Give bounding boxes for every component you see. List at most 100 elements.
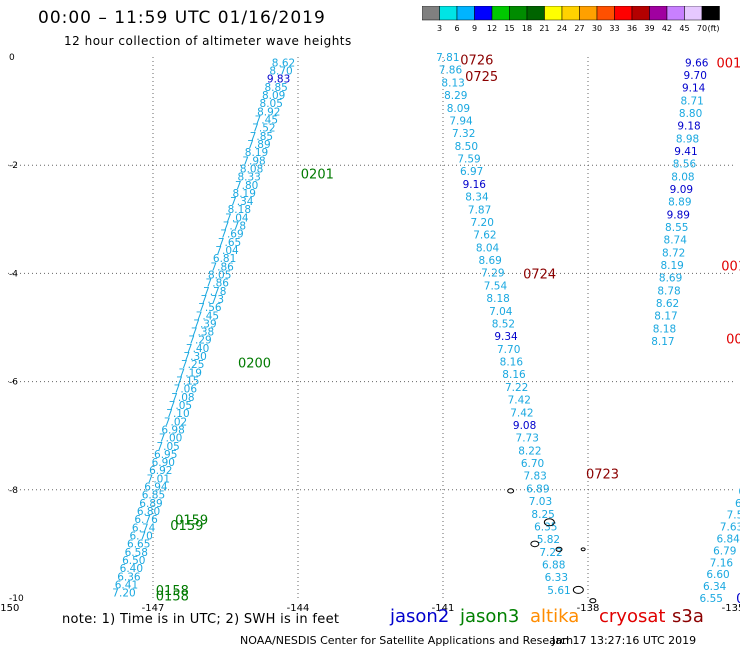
wave-height-label: 7.73 xyxy=(516,433,539,445)
color-scale-tick: 18 xyxy=(522,24,532,33)
wave-height-label: 8.04 xyxy=(476,242,500,254)
wave-height-label: 7.25 xyxy=(181,359,204,371)
page-subtitle: 12 hour collection of altimeter wave hei… xyxy=(64,34,352,48)
pass-cryosat: 7.817.868.138.298.097.947.328.507.596.97… xyxy=(436,52,619,597)
wave-height-label: 9.18 xyxy=(677,121,700,133)
wave-height-label: 7.05 xyxy=(156,441,179,453)
wave-height-label: 6.79 xyxy=(713,545,736,557)
wave-height-label: 8.09 xyxy=(262,90,285,102)
wave-height-label: 8.08 xyxy=(671,171,694,183)
wave-height-label: 5.61 xyxy=(547,585,570,597)
wave-height-label: 7.38 xyxy=(191,327,214,339)
wave-height-label: 7.87 xyxy=(468,204,491,216)
wave-height-label: 6.89 xyxy=(139,498,162,510)
lon-tick-label: -138 xyxy=(577,603,600,614)
wave-height-label: 9.41 xyxy=(674,146,697,158)
pass-time-label: 0158 xyxy=(156,589,189,604)
wave-height-label: 7.65 xyxy=(218,237,241,249)
island-outline xyxy=(572,585,584,594)
island-outline xyxy=(580,547,586,552)
wave-height-label: 7.16 xyxy=(710,557,734,569)
wave-height-label: 7.04 xyxy=(489,306,513,318)
wave-height-label: 8.25 xyxy=(531,509,554,521)
wave-height-label: 6.58 xyxy=(125,547,148,559)
color-scale-tick: 70 xyxy=(697,24,707,33)
wave-height-label: 7.04 xyxy=(215,245,239,257)
wave-height-label: 6.60 xyxy=(706,569,729,581)
wave-height-label: 8.16 xyxy=(500,357,524,369)
wave-height-label: 7.54 xyxy=(484,280,508,292)
lat-tick-label: -10 xyxy=(9,594,24,604)
wave-height-label: 7.29 xyxy=(188,335,211,347)
wave-height-label: 5.82 xyxy=(537,534,560,546)
pass-time-label: 0724 xyxy=(523,267,556,282)
footer-note: note: 1) Time is in UTC; 2) SWH is in fe… xyxy=(62,612,340,627)
color-scale-unit: (ft) xyxy=(707,24,719,33)
wave-height-label: 9.14 xyxy=(682,83,706,95)
wave-height-label: 8.17 xyxy=(654,311,677,323)
pass-time-label: 0723 xyxy=(586,468,619,483)
wave-height-label: 7.56 xyxy=(198,302,222,314)
wave-height-label: 7.20 xyxy=(471,217,494,229)
lon-tick-label: -144 xyxy=(287,603,310,614)
wave-height-label: 8.69 xyxy=(478,255,501,267)
pass-time-label: 0725 xyxy=(465,70,498,85)
lon-tick-label: -141 xyxy=(432,603,455,614)
wave-height-label: 7.40 xyxy=(186,343,209,355)
wave-height-label: 9.09 xyxy=(670,184,693,196)
wave-height-label: 7.42 xyxy=(510,407,533,419)
wave-height-label: 6.97 xyxy=(460,166,483,178)
wave-height-label: 8.55 xyxy=(665,222,688,234)
wave-height-label: 7.86 xyxy=(439,65,463,77)
wave-height-label: 8.80 xyxy=(679,108,702,120)
wave-height-label: 7.94 xyxy=(449,115,473,127)
wave-height-label: 6.89 xyxy=(526,483,549,495)
wave-height-label: 6.81 xyxy=(213,253,236,265)
wave-height-label: 7.32 xyxy=(452,128,475,140)
wave-height-label: 7.02 xyxy=(164,416,187,428)
wave-height-label: 8.69 xyxy=(659,273,682,285)
legend-s3a: s3a xyxy=(672,606,704,627)
wave-height-label: 7.42 xyxy=(508,395,531,407)
wave-height-label: 8.16 xyxy=(502,369,526,381)
wave-height-label: 8.62 xyxy=(656,298,679,310)
wave-height-label: 6.85 xyxy=(142,490,165,502)
wave-height-label: 7.04 xyxy=(225,212,249,224)
wave-height-label: 7.83 xyxy=(523,471,546,483)
wave-height-label: 7.01 xyxy=(147,473,170,485)
pass-time-label: 0201 xyxy=(301,167,334,182)
wave-height-label: 7.39 xyxy=(193,318,216,330)
wave-height-label: 8.78 xyxy=(657,285,680,297)
wave-height-label: 6.74 xyxy=(132,522,156,534)
timestamp: Jan 17 13:27:16 UTC 2019 xyxy=(552,634,697,647)
wave-height-label: 8.29 xyxy=(444,90,467,102)
wave-height-label: 6.80 xyxy=(137,506,160,518)
color-scale-tick: 39 xyxy=(644,24,654,33)
wave-height-label: 7.08 xyxy=(171,392,194,404)
wave-height-label: 8.09 xyxy=(447,103,470,115)
wave-height-label: 7.06 xyxy=(174,384,198,396)
wave-height-label: 7.22 xyxy=(539,547,562,559)
color-scale-legend: 3 6 9 12 15 18 21 24 27 30 33 36 39 42 45 70 (ft) xyxy=(422,6,720,33)
wave-height-label: 8.13 xyxy=(441,77,464,89)
wave-height-label: 7.34 xyxy=(230,196,254,208)
color-swatch xyxy=(701,6,720,21)
wave-height-label: 8.19 xyxy=(660,260,683,272)
wave-height-label: 7.86 xyxy=(210,261,234,273)
wave-height-label: 8.85 xyxy=(264,82,287,94)
wave-height-label: 8.33 xyxy=(237,172,260,184)
wave-height-label: 7.73 xyxy=(201,294,224,306)
wave-height-label: 6 xyxy=(735,498,740,510)
pass-time-label: 0016 xyxy=(721,259,740,274)
wave-height-label: 7.45 xyxy=(255,115,278,127)
wave-height-label: 9.16 xyxy=(463,179,487,191)
wave-height-label: 7.29 xyxy=(481,268,504,280)
wave-height-label: 6.36 xyxy=(117,571,141,583)
wave-height-label: 6.35 xyxy=(534,521,557,533)
wave-height-label: 8.18 xyxy=(228,204,251,216)
wave-height-label: 7.52 xyxy=(252,123,275,135)
wave-height-label: 7.5 xyxy=(727,510,740,522)
lat-tick-label: 0 xyxy=(9,53,15,63)
pass-time-label: 0200 xyxy=(238,357,271,372)
wave-height-label: 8.52 xyxy=(492,318,515,330)
